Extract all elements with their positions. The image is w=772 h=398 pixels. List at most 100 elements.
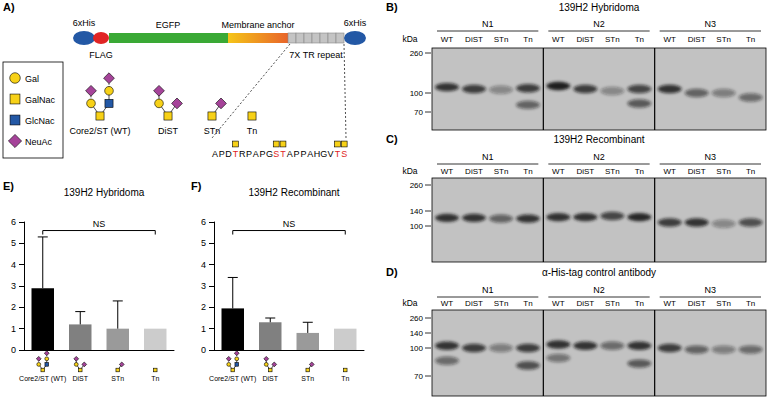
svg-text:N1: N1: [482, 19, 494, 29]
svg-text:Membrane anchor: Membrane anchor: [221, 20, 294, 30]
svg-text:T: T: [280, 149, 286, 159]
svg-text:Tn: Tn: [635, 167, 644, 176]
svg-text:70: 70: [414, 108, 423, 117]
svg-text:NS: NS: [283, 219, 296, 229]
svg-text:Tn: Tn: [523, 299, 532, 308]
svg-text:STn: STn: [301, 375, 314, 382]
svg-text:DiST: DiST: [576, 167, 594, 176]
svg-text:WT: WT: [552, 167, 565, 176]
svg-text:100: 100: [410, 222, 424, 231]
svg-text:STn: STn: [111, 375, 124, 382]
svg-text:WT: WT: [552, 299, 565, 308]
svg-text:STn: STn: [494, 299, 509, 308]
svg-text:Tn: Tn: [523, 35, 532, 44]
svg-text:H: H: [314, 149, 321, 159]
svg-text:4: 4: [201, 260, 206, 270]
svg-text:DiST: DiST: [158, 126, 179, 136]
svg-text:140: 140: [410, 207, 424, 216]
svg-text:E): E): [3, 180, 14, 192]
svg-text:Core2/ST (WT): Core2/ST (WT): [19, 375, 66, 383]
svg-text:P: P: [260, 149, 266, 159]
svg-text:G: G: [320, 149, 327, 159]
svg-text:DiST: DiST: [262, 375, 278, 382]
svg-text:STn: STn: [716, 167, 731, 176]
svg-text:260: 260: [410, 181, 424, 190]
svg-text:WT: WT: [441, 167, 454, 176]
svg-text:100: 100: [410, 344, 424, 353]
svg-text:Tn: Tn: [746, 35, 755, 44]
svg-text:Gal: Gal: [25, 74, 39, 84]
svg-text:α-His-tag control antibody: α-His-tag control antibody: [542, 267, 656, 278]
svg-text:R: R: [239, 149, 246, 159]
svg-text:DiST: DiST: [465, 167, 483, 176]
svg-text:5: 5: [201, 238, 206, 248]
svg-text:WT: WT: [663, 299, 676, 308]
svg-text:STn: STn: [605, 299, 620, 308]
svg-text:DiST: DiST: [688, 167, 706, 176]
svg-text:Tn: Tn: [523, 167, 532, 176]
svg-text:1: 1: [11, 324, 16, 334]
svg-text:kDa: kDa: [402, 34, 417, 44]
svg-text:139H2 Recombinant: 139H2 Recombinant: [553, 134, 644, 145]
svg-text:4: 4: [11, 260, 16, 270]
svg-text:DiST: DiST: [72, 375, 88, 382]
svg-text:kDa: kDa: [402, 298, 417, 308]
svg-text:Tn: Tn: [341, 375, 349, 382]
svg-text:STn: STn: [716, 299, 731, 308]
svg-text:A: A: [212, 149, 218, 159]
svg-text:D: D: [225, 149, 232, 159]
svg-text:N2: N2: [593, 285, 605, 295]
svg-text:WT: WT: [552, 35, 565, 44]
svg-text:7X TR repeat: 7X TR repeat: [289, 50, 343, 60]
svg-text:GalNac: GalNac: [25, 95, 56, 105]
svg-text:WT: WT: [441, 35, 454, 44]
svg-text:N3: N3: [705, 285, 717, 295]
svg-text:T: T: [335, 149, 341, 159]
svg-text:S: S: [273, 149, 279, 159]
svg-text:T: T: [233, 149, 239, 159]
svg-text:C): C): [386, 133, 398, 145]
svg-text:B): B): [386, 1, 398, 13]
svg-text:DiST: DiST: [465, 299, 483, 308]
svg-text:3: 3: [201, 281, 206, 291]
svg-text:260: 260: [410, 49, 424, 58]
svg-text:STn: STn: [605, 35, 620, 44]
svg-text:6: 6: [201, 217, 206, 227]
svg-text:kDa: kDa: [402, 166, 417, 176]
svg-text:DiST: DiST: [688, 299, 706, 308]
svg-text:STn: STn: [605, 167, 620, 176]
svg-text:DiST: DiST: [465, 35, 483, 44]
svg-text:2: 2: [201, 302, 206, 312]
svg-text:260: 260: [410, 314, 424, 323]
svg-text:F): F): [191, 180, 202, 192]
svg-text:P: P: [219, 149, 225, 159]
svg-text:Tn: Tn: [635, 35, 644, 44]
svg-text:GlcNac: GlcNac: [25, 116, 55, 126]
svg-text:D): D): [386, 266, 398, 278]
svg-text:Tn: Tn: [635, 299, 644, 308]
svg-text:139H2 Recombinant: 139H2 Recombinant: [248, 187, 339, 198]
svg-text:70: 70: [414, 372, 423, 381]
svg-text:Tn: Tn: [151, 375, 159, 382]
svg-text:NeuAc: NeuAc: [25, 137, 53, 147]
svg-text:A): A): [3, 1, 15, 13]
svg-text:Tn: Tn: [247, 126, 258, 136]
svg-text:N1: N1: [482, 152, 494, 162]
svg-text:N1: N1: [482, 285, 494, 295]
svg-text:DiST: DiST: [576, 35, 594, 44]
svg-text:P: P: [246, 149, 252, 159]
svg-text:WT: WT: [441, 299, 454, 308]
svg-text:NS: NS: [93, 219, 106, 229]
svg-text:2: 2: [11, 302, 16, 312]
svg-text:DiST: DiST: [576, 299, 594, 308]
svg-text:A: A: [253, 149, 259, 159]
svg-text:Tn: Tn: [746, 299, 755, 308]
svg-text:STn: STn: [494, 35, 509, 44]
svg-text:Core2/ST (WT): Core2/ST (WT): [209, 375, 256, 383]
svg-text:139H2 Hybridoma: 139H2 Hybridoma: [64, 187, 145, 198]
svg-text:WT: WT: [663, 35, 676, 44]
svg-text:Core2/ST (WT): Core2/ST (WT): [70, 126, 131, 136]
svg-text:EGFP: EGFP: [156, 20, 181, 30]
svg-text:FLAG: FLAG: [89, 50, 113, 60]
svg-text:139H2 Hybridoma: 139H2 Hybridoma: [559, 2, 640, 13]
